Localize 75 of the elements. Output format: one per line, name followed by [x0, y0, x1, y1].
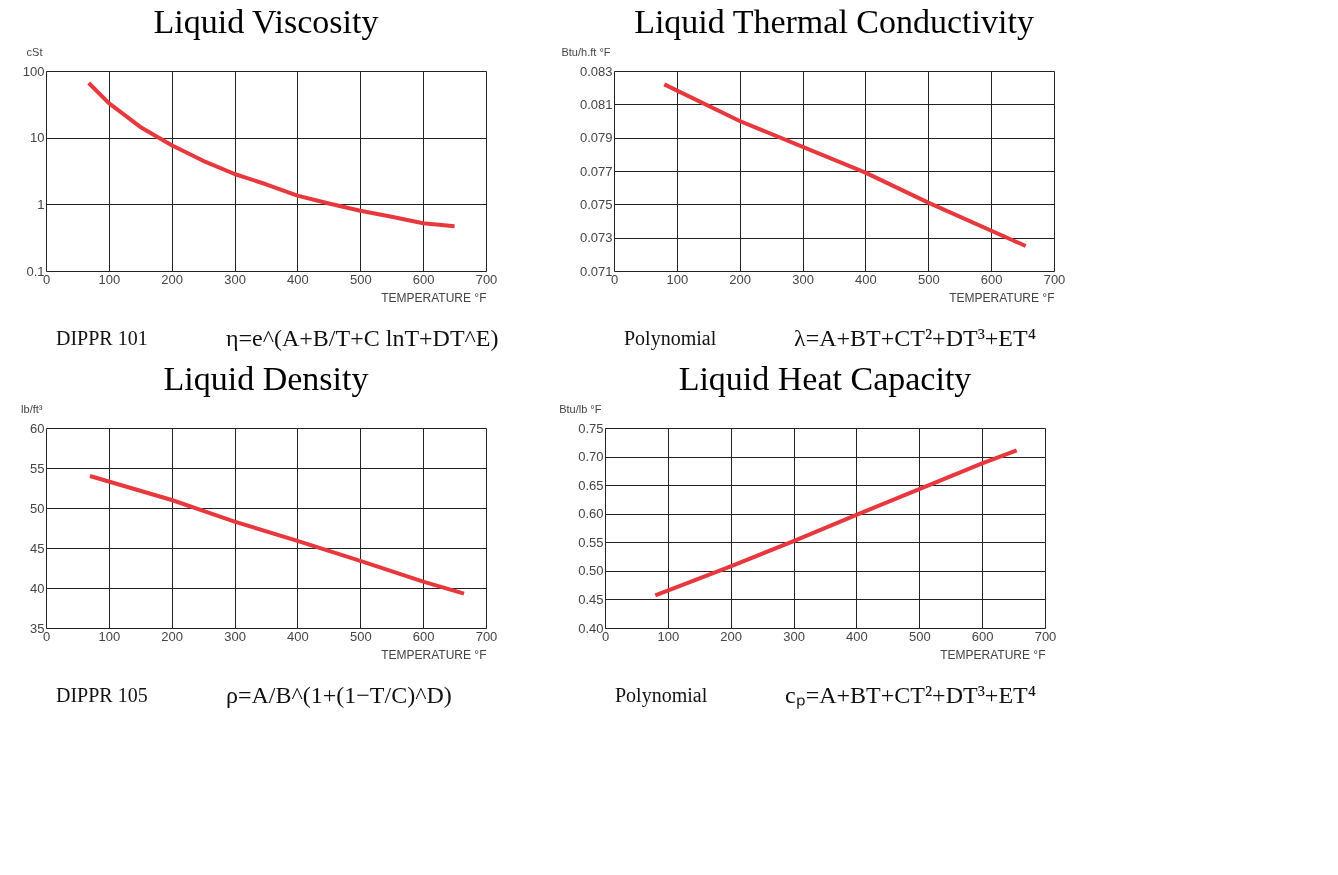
- y-axis-title: lb/ft³: [21, 402, 43, 415]
- chart-title: Liquid Thermal Conductivity: [634, 3, 1034, 40]
- x-tick-label: 300: [792, 271, 814, 287]
- x-tick-label: 700: [475, 628, 498, 644]
- y-axis-title: Btu/h.ft °F: [561, 45, 611, 58]
- text: DIPPR 105: [56, 684, 148, 706]
- x-tick-label: 700: [1043, 271, 1066, 287]
- x-tick-label: 200: [161, 271, 184, 287]
- x-tick-label: 600: [412, 271, 435, 287]
- text: Polynomial: [615, 684, 708, 707]
- x-tick-label: 300: [224, 271, 246, 287]
- y-tick-label: 0.55: [578, 534, 604, 550]
- chart-title: Liquid Heat Capacity: [678, 360, 972, 397]
- y-tick-label: 40: [30, 580, 45, 596]
- x-tick-label: 0: [42, 271, 51, 287]
- line-series: [653, 448, 1019, 598]
- text: η=e^(A+B/T+C lnT+DT^E): [226, 325, 499, 351]
- y-tick-label: 0.75: [578, 420, 604, 436]
- y-tick-label: 0.073: [579, 230, 613, 246]
- chart-title: Liquid Viscosity: [153, 3, 379, 40]
- y-tick-label: 0.50: [578, 563, 604, 579]
- y-tick-label: 10: [30, 130, 45, 146]
- y-tick-label: 100: [22, 63, 45, 79]
- x-tick-label: 100: [666, 271, 689, 287]
- y-tick-label: 0.60: [578, 506, 604, 522]
- line-series: [86, 81, 457, 229]
- x-tick-label: 100: [98, 628, 121, 644]
- x-axis-title: TEMPERATURE °F: [381, 647, 487, 662]
- y-tick-label: 0.65: [578, 477, 604, 493]
- line-series: [662, 82, 1028, 248]
- x-tick-label: 600: [980, 271, 1003, 287]
- x-tick-label: 300: [224, 628, 246, 644]
- y-axis-title: cSt: [26, 45, 43, 58]
- x-tick-label: 100: [98, 271, 121, 287]
- chart-title: Liquid Density: [163, 360, 369, 397]
- x-tick-label: 200: [729, 271, 752, 287]
- y-tick-label: 50: [30, 500, 45, 516]
- x-tick-label: 0: [610, 271, 619, 287]
- x-axis-title: TEMPERATURE °F: [940, 647, 1046, 662]
- x-tick-label: 500: [349, 628, 372, 644]
- x-tick-label: 100: [657, 628, 680, 644]
- y-tick-label: 60: [30, 420, 45, 436]
- y-axis-title: Btu/lb °F: [559, 402, 602, 415]
- x-tick-label: 400: [846, 628, 868, 644]
- x-tick-label: 500: [908, 628, 931, 644]
- y-tick-label: 0.075: [579, 196, 613, 212]
- x-tick-label: 700: [475, 271, 498, 287]
- y-tick-label: 0.077: [579, 163, 613, 179]
- text: Polynomial: [624, 327, 717, 350]
- y-tick-label: 1: [37, 196, 45, 212]
- x-tick-label: 700: [1034, 628, 1057, 644]
- x-tick-label: 600: [971, 628, 994, 644]
- text: λ=A+BT+CT²+DT³+ET⁴: [794, 325, 1037, 351]
- y-tick-label: 0.45: [578, 591, 604, 607]
- y-tick-label: 0.70: [578, 449, 604, 465]
- y-tick-label: 55: [30, 460, 45, 476]
- y-tick-label: 0.081: [579, 96, 613, 112]
- x-tick-label: 400: [287, 628, 309, 644]
- text: DIPPR 101: [56, 327, 148, 349]
- x-tick-label: 400: [287, 271, 309, 287]
- x-tick-label: 400: [855, 271, 877, 287]
- line-series: [88, 474, 466, 596]
- x-tick-label: 300: [783, 628, 805, 644]
- x-tick-label: 600: [412, 628, 435, 644]
- x-tick-label: 500: [917, 271, 940, 287]
- y-tick-label: 45: [30, 540, 45, 556]
- y-tick-label: 0.083: [579, 63, 613, 79]
- text: ρ=A/B^(1+(1−T/C)^D): [226, 682, 452, 708]
- y-tick-label: 0.079: [579, 130, 613, 146]
- x-tick-label: 500: [349, 271, 372, 287]
- x-axis-title: TEMPERATURE °F: [949, 290, 1055, 305]
- text: cₚ=A+BT+CT²+DT³+ET⁴: [785, 682, 1037, 709]
- x-axis-title: TEMPERATURE °F: [381, 290, 487, 305]
- x-tick-label: 200: [720, 628, 743, 644]
- x-tick-label: 200: [161, 628, 184, 644]
